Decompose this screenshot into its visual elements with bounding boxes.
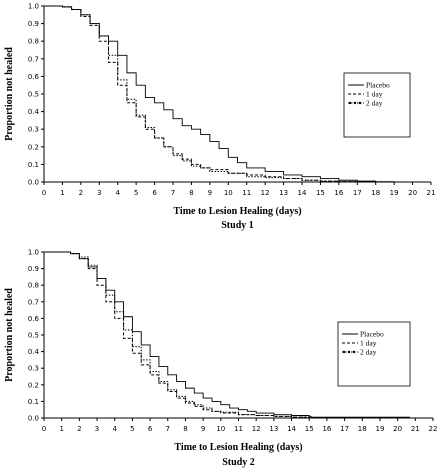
chart-study-1: 0.00.10.20.30.40.50.60.70.80.91.00 1 2 3 4 5 6… [4, 3, 435, 232]
x-tick-label: 5 [134, 189, 138, 197]
legend-label: Placebo [360, 330, 384, 339]
x-tick-label: 18 [371, 189, 380, 197]
x-tick-label: 11 [234, 425, 243, 433]
series-line-placebo [44, 251, 411, 418]
chart-title: Study 1 [221, 220, 254, 231]
x-axis-label: Time to Lesion Healing (days) [173, 206, 301, 217]
y-tick-label: 0.6 [28, 73, 40, 81]
series-line-placebo [44, 5, 395, 183]
y-tick-label: 0.1 [28, 161, 39, 169]
legend-marker [347, 350, 351, 354]
series-line-1-day [44, 5, 358, 183]
y-axis-label: Proportion not healed [4, 47, 15, 141]
legend-marker [353, 101, 357, 105]
y-tick-label: 0.4 [28, 108, 40, 116]
chart-title: Study 2 [222, 457, 255, 468]
x-tick-label: 16 [334, 189, 343, 197]
x-tick-label: 3 [95, 425, 99, 433]
x-tick-label: 14 [287, 425, 296, 433]
legend-marker [352, 350, 356, 354]
legend-label: 1 day [366, 90, 383, 99]
y-axis-label: Proportion not healed [4, 288, 15, 382]
series-line-2-day [44, 5, 358, 183]
x-tick-label: 11 [242, 189, 251, 197]
x-tick-label: 10 [216, 425, 225, 433]
y-tick-label: 0.2 [28, 381, 39, 389]
x-tick-label: 20 [393, 425, 402, 433]
y-tick-label: 0.5 [28, 332, 39, 340]
x-tick-label: 4 [115, 189, 120, 197]
x-tick-label: 16 [322, 425, 331, 433]
legend-label: 2 day [366, 99, 383, 108]
x-tick-label: 8 [183, 425, 187, 433]
x-tick-label: 6 [152, 189, 157, 197]
y-tick-label: 0.4 [28, 348, 40, 356]
x-tick-label: 21 [427, 189, 436, 197]
legend-label: Placebo [366, 81, 390, 90]
y-tick-label: 0.9 [28, 20, 39, 28]
x-tick-label: 15 [305, 425, 314, 433]
x-axis-label: Time to Lesion Healing (days) [174, 442, 302, 453]
y-tick-label: 0.7 [28, 298, 39, 306]
y-tick-label: 0.2 [28, 143, 39, 151]
x-tick-label: 17 [353, 189, 362, 197]
y-tick-label: 0.6 [28, 315, 40, 323]
x-tick-label: 19 [375, 425, 384, 433]
x-tick-label: 21 [411, 425, 420, 433]
legend-label: 2 day [360, 348, 377, 357]
x-tick-label: 12 [261, 189, 270, 197]
x-tick-label: 9 [208, 189, 212, 197]
x-tick-label: 2 [77, 425, 81, 433]
x-tick-label: 18 [358, 425, 367, 433]
x-tick-label: 7 [166, 425, 170, 433]
x-tick-label: 3 [97, 189, 101, 197]
y-tick-label: 1.0 [28, 249, 39, 257]
x-tick-label: 13 [279, 189, 288, 197]
y-tick-label: 0.8 [28, 38, 39, 46]
y-tick-label: 0.3 [28, 126, 39, 134]
legend-marker [348, 101, 352, 105]
x-tick-label: 8 [189, 189, 193, 197]
legend-label: 1 day [360, 339, 377, 348]
legend-box [343, 72, 411, 138]
y-tick-label: 0.0 [28, 179, 39, 187]
x-tick-label: 1 [60, 189, 64, 197]
x-tick-label: 17 [340, 425, 349, 433]
x-tick-label: 20 [408, 189, 417, 197]
x-tick-label: 22 [429, 425, 438, 433]
y-tick-label: 1.0 [28, 3, 39, 11]
x-tick-label: 0 [42, 425, 46, 433]
x-tick-label: 1 [59, 425, 63, 433]
x-tick-label: 7 [171, 189, 175, 197]
x-tick-label: 6 [148, 425, 153, 433]
x-tick-label: 15 [316, 189, 325, 197]
y-tick-label: 0.3 [28, 365, 39, 373]
y-tick-label: 0.7 [28, 55, 39, 63]
y-tick-label: 0.1 [28, 398, 39, 406]
y-tick-label: 0.0 [28, 415, 39, 423]
x-tick-label: 2 [79, 189, 83, 197]
legend-marker [358, 101, 362, 105]
y-tick-label: 0.5 [28, 91, 39, 99]
x-tick-label: 0 [42, 189, 46, 197]
y-tick-label: 0.8 [28, 282, 39, 290]
x-tick-label: 12 [252, 425, 261, 433]
y-tick-label: 0.9 [28, 265, 39, 273]
x-tick-label: 4 [112, 425, 117, 433]
legend-box [337, 321, 411, 387]
x-tick-label: 14 [298, 189, 307, 197]
chart-study-2: 0.00.10.20.30.40.50.60.70.80.91.00 1 2 3 4 5 6… [4, 249, 437, 469]
x-tick-label: 5 [130, 425, 134, 433]
legend-marker [342, 350, 346, 354]
x-tick-label: 13 [269, 425, 278, 433]
x-tick-label: 19 [390, 189, 399, 197]
x-tick-label: 9 [201, 425, 205, 433]
series-line-2-day [44, 251, 310, 418]
x-tick-label: 10 [224, 189, 233, 197]
